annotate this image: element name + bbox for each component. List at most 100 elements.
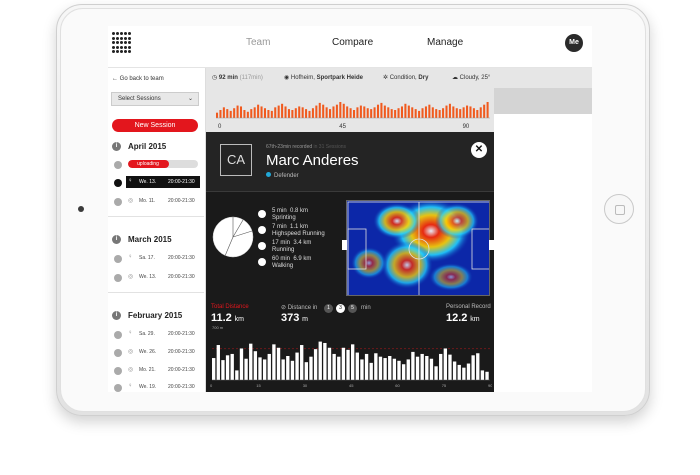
condition-info: ✲ Condition, Dry <box>383 74 428 81</box>
timeline-bar <box>284 106 287 118</box>
timeline-bar <box>390 109 393 118</box>
chart-bar <box>346 349 350 380</box>
chart-bar <box>397 360 401 380</box>
session-row[interactable]: ♀ Sa. 17. 20:00-21:30 <box>108 252 204 265</box>
chart-x-tick: 75 <box>442 383 447 388</box>
chart-x-tick: 15 <box>256 383 261 388</box>
chart-bar <box>448 354 452 380</box>
chart-bar <box>443 348 448 380</box>
distance-in-control: ⊘ Distance in <box>281 304 317 311</box>
tab-compare[interactable]: Compare <box>332 37 374 48</box>
weather-value: Cloudy, 25° <box>459 75 491 81</box>
timeline-bar <box>301 107 304 118</box>
session-day: Mo. 11. <box>139 198 156 204</box>
player-card: CA 67th-23min recorded in 31 Sessions Ma… <box>206 132 494 392</box>
activity-text: 7 min 1.1 km Highspeed Running <box>272 224 342 238</box>
min-option-5[interactable]: 5 <box>348 304 357 313</box>
session-row[interactable]: ◎ We. 26. 20:00-21:30 <box>108 346 204 359</box>
timeline-bar <box>339 102 342 118</box>
match-timeline[interactable]: 0 45 90 <box>206 88 494 132</box>
session-row[interactable]: ♀ We. 19. 20:00-21:30 <box>108 381 204 392</box>
activity-dist: 0.8 km <box>290 208 309 214</box>
chart-bar <box>300 345 304 380</box>
chart-bar <box>304 362 309 380</box>
session-time: 20:00-21:30 <box>168 255 195 261</box>
timeline-bar <box>400 106 403 118</box>
session-status-icon <box>114 179 122 187</box>
month-label: February 2015 <box>128 311 183 320</box>
player-avatar: CA <box>220 144 252 176</box>
session-row[interactable]: ◎ Mo. 11. 20:00-21:30 <box>108 195 204 208</box>
month-label: March 2015 <box>128 235 172 244</box>
chart-bar <box>415 356 420 380</box>
chart-bar <box>323 342 327 380</box>
min-option-3[interactable]: 3 <box>336 304 345 313</box>
timeline-bar <box>243 110 246 118</box>
personal-record-label: Personal Record <box>446 304 491 310</box>
highspeed-icon <box>258 226 266 234</box>
timeline-bar <box>233 108 236 118</box>
select-sessions-dropdown[interactable]: Select Sessions ⌄ <box>111 92 199 106</box>
duration-value: 92 min <box>218 75 238 81</box>
training-icon: ◎ <box>128 198 134 204</box>
heatmap-svg <box>347 201 489 295</box>
timeline-bar <box>274 107 277 118</box>
chart-bar <box>318 341 322 380</box>
min-option-1[interactable]: 1 <box>324 304 333 313</box>
close-button[interactable]: ✕ <box>471 142 487 158</box>
chart-bar <box>439 353 443 380</box>
tab-team[interactable]: Team <box>246 37 271 48</box>
chart-bar <box>327 347 332 380</box>
session-status-icon <box>114 198 122 206</box>
timeline-bar <box>267 110 270 118</box>
timeline-bar <box>421 108 424 118</box>
timeline-bar <box>373 107 376 118</box>
session-row[interactable]: ♀ We. 13. 20:00-21:30 <box>108 176 204 189</box>
session-status-icon <box>114 274 122 282</box>
session-row[interactable]: ◎ We. 13. 20:00-21:30 <box>108 271 204 284</box>
total-distance-value: 11.2 <box>211 312 232 324</box>
distance-bar-chart: 700 m 0 15 30 45 60 75 90 <box>210 325 492 388</box>
timeline-bar <box>404 103 407 118</box>
chart-x-tick: 60 <box>395 383 400 388</box>
recorded-text: 67th-23min recorded <box>266 144 313 150</box>
timeline-bar <box>246 111 249 118</box>
position-heatmap <box>346 200 490 296</box>
timeline-bar <box>229 110 232 118</box>
activity-time: 7 min <box>272 224 287 230</box>
timeline-bar <box>459 109 462 118</box>
timeline-bar <box>342 103 345 118</box>
timeline-bar <box>442 108 445 118</box>
session-day: We. 19. <box>139 384 157 390</box>
timeline-bar <box>277 105 280 118</box>
timeline-bar <box>418 110 421 118</box>
session-row[interactable]: ♀ Sa. 29. 20:00-21:30 <box>108 328 204 341</box>
chart-bar <box>267 353 271 380</box>
total-distance-label: Total Distance <box>211 304 249 310</box>
timeline-bar <box>359 105 362 118</box>
timeline-bar <box>226 109 229 118</box>
activity-text: 5 min 0.8 km Sprinting <box>272 208 342 222</box>
back-to-team-link[interactable]: ← Go back to team <box>112 76 164 82</box>
chart-bar <box>452 361 457 380</box>
tab-manage[interactable]: Manage <box>427 37 464 48</box>
activity-dist: 3.4 km <box>293 240 312 246</box>
home-button[interactable] <box>604 194 634 224</box>
location-info: ◉ Hofheim, Sportpark Heide <box>284 74 363 81</box>
chart-bar <box>364 353 369 380</box>
timeline-bar <box>356 107 359 118</box>
chart-bar <box>360 359 364 380</box>
chart-bar <box>401 364 406 380</box>
session-row[interactable]: ◎ Mo. 21. 20:00-21:30 <box>108 364 204 377</box>
timeline-bar <box>260 106 263 118</box>
user-avatar[interactable]: Me <box>565 34 583 52</box>
chart-bar <box>369 362 373 380</box>
timeline-bar <box>462 107 465 118</box>
new-session-button[interactable]: New Session <box>112 119 198 132</box>
session-status-icon <box>114 349 122 357</box>
location-value: Sportpark Heide <box>316 75 363 81</box>
timeline-bar <box>431 107 434 118</box>
info-icon: i <box>112 142 121 152</box>
timeline-bar <box>380 102 383 118</box>
chart-bar <box>286 356 290 380</box>
